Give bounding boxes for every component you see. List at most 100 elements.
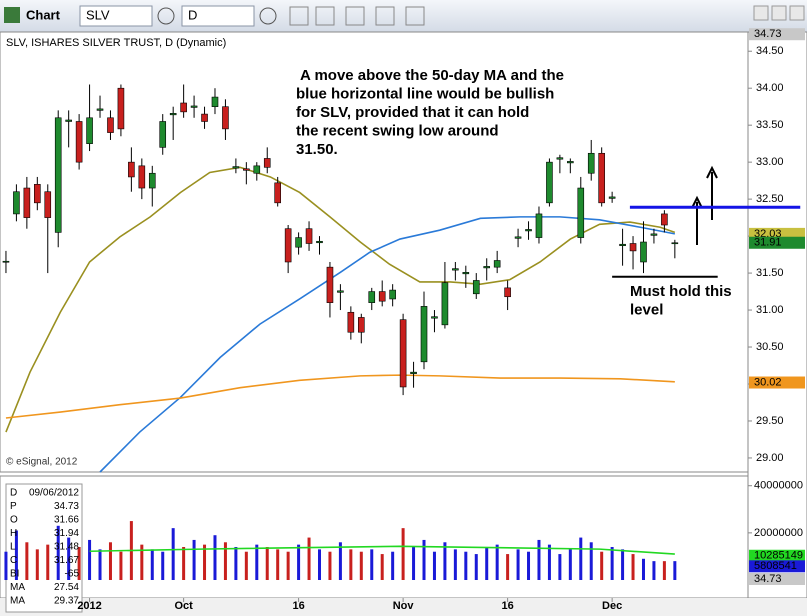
data-value: 09/06/2012 xyxy=(29,488,79,499)
candle-body xyxy=(347,311,355,333)
y-tick-label: 33.00 xyxy=(756,156,784,168)
volume-bar xyxy=(380,554,384,580)
volume-bar xyxy=(349,549,353,580)
y-tick-label: 29.00 xyxy=(756,452,784,464)
candle-body xyxy=(44,191,52,218)
volume-bar xyxy=(641,558,645,580)
candle-body xyxy=(148,172,156,189)
price-tag xyxy=(749,376,805,389)
candle-body xyxy=(211,96,219,107)
close-button[interactable] xyxy=(789,5,805,21)
volume-bar xyxy=(203,544,207,580)
data-value: 31.94 xyxy=(54,528,79,539)
volume-bar xyxy=(108,542,112,580)
candle-body xyxy=(96,108,104,111)
volume-bar xyxy=(610,547,614,580)
candle-body xyxy=(399,319,407,388)
volume-bar xyxy=(412,547,416,580)
price-tag-label: 31.91 xyxy=(754,237,782,249)
candle-body xyxy=(472,280,480,295)
volume-bar xyxy=(391,551,395,580)
volume-bar xyxy=(673,561,677,580)
data-label: H xyxy=(10,528,17,539)
y-tick-label: 31.50 xyxy=(756,267,784,279)
candle-body xyxy=(316,240,323,244)
arrow-head xyxy=(706,165,718,179)
candle-body xyxy=(138,165,146,189)
candle-body xyxy=(86,117,93,144)
draw-button[interactable] xyxy=(289,6,309,26)
candle-body xyxy=(431,316,438,319)
annotation: the recent swing low around xyxy=(296,122,499,139)
candle-body xyxy=(504,287,511,298)
volume-bar xyxy=(359,551,363,580)
candle-body xyxy=(598,152,605,204)
symbol: SLV xyxy=(86,7,110,22)
candle-body xyxy=(410,371,417,374)
volume-bar xyxy=(589,542,593,580)
candle-body xyxy=(34,184,41,204)
minimize-button[interactable] xyxy=(753,5,769,21)
annotation: blue horizontal line would be bullish xyxy=(296,85,554,102)
volume-bar xyxy=(401,528,405,580)
ma-line xyxy=(89,545,675,555)
volume-bar xyxy=(662,561,666,580)
volume-bar xyxy=(338,542,342,580)
candle-body xyxy=(577,187,585,238)
volume-bar xyxy=(56,525,60,580)
interval-box[interactable] xyxy=(181,5,255,27)
volume-bar xyxy=(223,542,227,580)
interval: D xyxy=(188,7,197,22)
candle-body xyxy=(243,168,250,171)
data-label: MA xyxy=(10,582,25,593)
candle-body xyxy=(462,272,470,275)
candle-body xyxy=(546,161,553,204)
candle-body xyxy=(2,260,10,263)
y-tick-label: 40000000 xyxy=(754,480,803,492)
data-value: 31.67 xyxy=(54,555,79,566)
study-button[interactable] xyxy=(315,6,335,26)
candle-body xyxy=(337,290,344,293)
x-tick-label: Nov xyxy=(393,600,415,612)
volume-bar xyxy=(443,542,447,580)
arrow-head xyxy=(691,195,703,209)
candle-body xyxy=(274,182,281,204)
ma-line xyxy=(5,374,675,419)
data-value: 29.37 xyxy=(54,596,79,607)
candle-body xyxy=(389,289,396,300)
candle-body xyxy=(180,102,187,113)
clock-button[interactable] xyxy=(259,7,277,25)
candle-body xyxy=(222,106,229,130)
link-button[interactable] xyxy=(157,7,175,25)
cursor-tag xyxy=(749,573,805,585)
candle-body xyxy=(514,236,522,239)
dollar-button[interactable] xyxy=(375,6,395,26)
candle-body xyxy=(420,306,428,363)
zoom-button[interactable] xyxy=(405,6,425,26)
volume-bar xyxy=(161,551,165,580)
candle-body xyxy=(608,196,616,199)
data-label: BI xyxy=(10,569,19,580)
volume-bar xyxy=(171,528,175,580)
tools-button[interactable] xyxy=(345,6,365,26)
volume-bar xyxy=(464,551,468,580)
annotation: A move above the 50-day MA and the xyxy=(300,67,564,84)
candle-body xyxy=(640,241,647,263)
symbol-box[interactable] xyxy=(79,5,153,27)
y-tick-label: 34.00 xyxy=(756,82,784,94)
data-label: D xyxy=(10,488,17,499)
annotation: for SLV, provided that it can hold xyxy=(296,104,529,121)
candle-body xyxy=(441,282,449,326)
volume-bar xyxy=(244,551,248,580)
candle-body xyxy=(128,161,135,178)
volume-bar xyxy=(495,544,499,580)
candle-body xyxy=(190,105,198,108)
volume-bar xyxy=(516,549,520,580)
x-tick-label: Oct xyxy=(174,600,193,612)
y-tick-label: 32.50 xyxy=(756,193,784,205)
volume-bar xyxy=(88,539,92,580)
maximize-button[interactable] xyxy=(771,5,787,21)
data-value: -65 xyxy=(65,569,80,580)
